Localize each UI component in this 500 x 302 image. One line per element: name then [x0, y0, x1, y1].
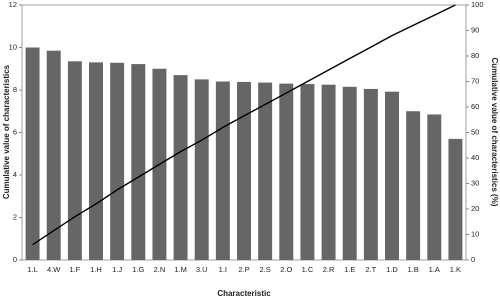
bar [406, 111, 421, 260]
x-tick-label: 2.S [260, 265, 271, 274]
x-tick-label: 1.D [386, 265, 398, 274]
x-tick-label: 1.J [112, 265, 122, 274]
y2-tick-label: 30 [471, 178, 479, 187]
y-tick-label: 8 [13, 85, 17, 94]
x-tick-label: 1.A [429, 265, 440, 274]
y-tick-label: 6 [13, 127, 17, 136]
y-tick-label: 12 [9, 0, 17, 9]
x-tick-label: 2.R [323, 265, 335, 274]
x-tick-label: 2.O [280, 265, 292, 274]
bar [279, 83, 294, 260]
bar [342, 86, 357, 260]
bar [194, 79, 209, 260]
x-tick-label: 1.F [69, 265, 80, 274]
bar [67, 61, 82, 260]
bar [237, 81, 251, 260]
bar [300, 84, 315, 260]
bar [258, 82, 273, 260]
y2-tick-label: 70 [471, 76, 479, 85]
bar [25, 47, 40, 260]
y-axis-title: Cumulative value of characteristics [2, 64, 11, 199]
bar [363, 88, 378, 260]
y2-tick-label: 20 [471, 204, 479, 213]
y-tick-label: 2 [13, 212, 17, 221]
y-tick-label: 10 [9, 42, 17, 51]
y2-axis-title: Cumulative value of characteristics (%) [490, 58, 499, 207]
y2-tick-label: 60 [471, 102, 479, 111]
x-tick-label: 1.G [132, 265, 144, 274]
y2-tick-label: 80 [471, 51, 479, 60]
y2-tick-label: 10 [471, 229, 479, 238]
bar [321, 84, 336, 260]
x-tick-label: 1.L [27, 265, 37, 274]
y2-tick-label: 100 [471, 0, 484, 9]
y2-tick-label: 0 [471, 255, 475, 264]
cumulative-line [32, 4, 456, 246]
y2-tick-label: 50 [471, 127, 479, 136]
x-tick-label: 1.C [302, 265, 314, 274]
x-tick-label: 4.W [47, 265, 61, 274]
bar [385, 91, 399, 260]
x-tick-label: 1.B [408, 265, 419, 274]
x-tick-label: 1.E [344, 265, 355, 274]
y-tick-label: 4 [13, 170, 17, 179]
x-tick-label: 1.H [90, 265, 102, 274]
y2-tick-label: 40 [471, 153, 479, 162]
x-tick-label: 2.N [154, 265, 166, 274]
x-tick-label: 2.P [238, 265, 249, 274]
bar [46, 50, 61, 260]
x-tick-label: 1.I [219, 265, 227, 274]
x-tick-label: 1.M [174, 265, 187, 274]
bar [173, 75, 188, 260]
bar [131, 64, 146, 260]
x-tick-label: 1.K [450, 265, 461, 274]
y-tick-label: 0 [13, 255, 17, 264]
bar [89, 62, 103, 260]
y2-tick-label: 90 [471, 25, 479, 34]
bar [110, 62, 125, 260]
x-tick-label: 2.T [365, 265, 376, 274]
x-tick-label: 3.U [196, 265, 208, 274]
bar [448, 138, 463, 260]
bar [427, 114, 442, 260]
x-axis-title: Characteristic [217, 289, 271, 298]
bar [215, 81, 230, 260]
